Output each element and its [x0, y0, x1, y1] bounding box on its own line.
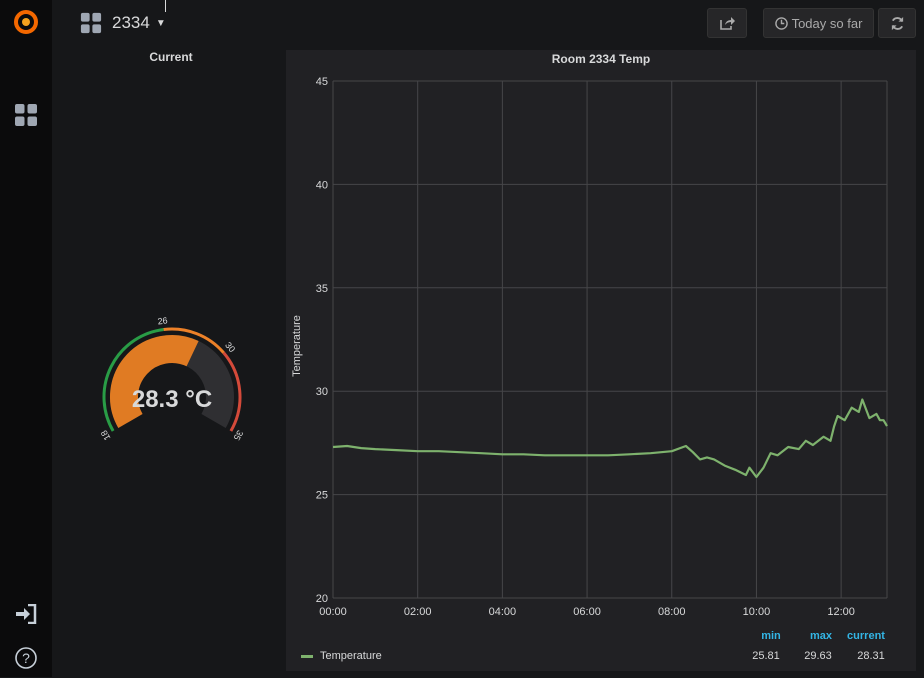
legend-series-name[interactable]: Temperature	[320, 650, 382, 662]
dashboard-picker[interactable]: 2334 ▼	[80, 9, 166, 37]
legend-series-swatch[interactable]	[301, 655, 313, 658]
x-tick-label: 08:00	[658, 606, 686, 618]
gauge-tick-label: 26	[157, 315, 168, 326]
help-icon[interactable]: ?	[0, 638, 52, 678]
top-bar: 2334 ▼ Today so far	[52, 0, 924, 46]
refresh-button[interactable]	[878, 8, 916, 38]
y-axis-label: Temperature	[291, 315, 303, 377]
clock-icon	[774, 16, 788, 30]
gauge-tick-label: 35	[232, 428, 246, 442]
legend-series-min: 25.81	[752, 650, 780, 662]
x-tick-label: 04:00	[489, 606, 517, 618]
share-button[interactable]	[707, 8, 747, 38]
cursor-marker	[165, 0, 166, 12]
legend-header-max[interactable]: max	[810, 630, 833, 642]
refresh-icon	[891, 16, 903, 30]
gauge-tick-label: 30	[223, 340, 237, 354]
series-line-temperature[interactable]	[332, 398, 888, 479]
gauge-threshold-warn	[163, 327, 225, 354]
y-tick-label: 30	[316, 386, 328, 398]
graph-panel: Room 2334 Temp 20 25 30 35 40 45 00:00 02:00 04:…	[286, 50, 916, 671]
y-tick-label: 25	[316, 490, 328, 502]
x-tick-label: 02:00	[404, 606, 432, 618]
y-tick-label: 40	[316, 179, 328, 191]
legend-series-max: 29.63	[804, 650, 832, 662]
gauge: 18 26 30 35 28.3 °C	[99, 315, 246, 442]
graph-panel-title: Room 2334 Temp	[551, 52, 651, 66]
gauge-fill	[110, 335, 199, 428]
legend-header-min[interactable]: min	[761, 630, 781, 642]
y-tick-label: 35	[316, 283, 328, 295]
y-tick-label: 45	[316, 76, 328, 88]
legend-header-current[interactable]: current	[847, 630, 885, 642]
time-range-button[interactable]: Today so far	[763, 8, 874, 38]
gauge-value: 28.3 °C	[132, 386, 212, 413]
side-menu: ?	[0, 0, 52, 677]
svg-text:?: ?	[22, 650, 30, 666]
gauge-panel: Current 18 26 30 35 28.3 °C	[60, 46, 282, 671]
time-range-label: Today so far	[791, 15, 863, 31]
legend-series-current: 28.31	[857, 650, 885, 662]
dashboards-icon[interactable]	[0, 95, 52, 135]
line-chart: 20 25 30 35 40 45 00:00 02:00 04:00 06:00 08:00 10:…	[291, 76, 888, 662]
gauge-tick-label: 18	[99, 428, 113, 442]
x-tick-label: 06:00	[573, 606, 601, 618]
share-icon	[720, 17, 735, 30]
dashboard-title: 2334	[112, 13, 150, 32]
gauge-panel-title: Current	[149, 50, 193, 64]
x-tick-label: 00:00	[319, 606, 347, 618]
sign-in-icon[interactable]	[0, 594, 52, 634]
grafana-logo-icon[interactable]	[0, 2, 52, 42]
x-tick-label: 10:00	[743, 606, 771, 618]
x-tick-label: 12:00	[827, 606, 855, 618]
chevron-down-icon: ▼	[155, 17, 166, 29]
dashboard-grid-icon	[80, 12, 102, 34]
gauge-threshold-crit	[222, 351, 242, 432]
gauge-threshold-ok	[102, 328, 164, 432]
y-tick-label: 20	[316, 593, 328, 605]
